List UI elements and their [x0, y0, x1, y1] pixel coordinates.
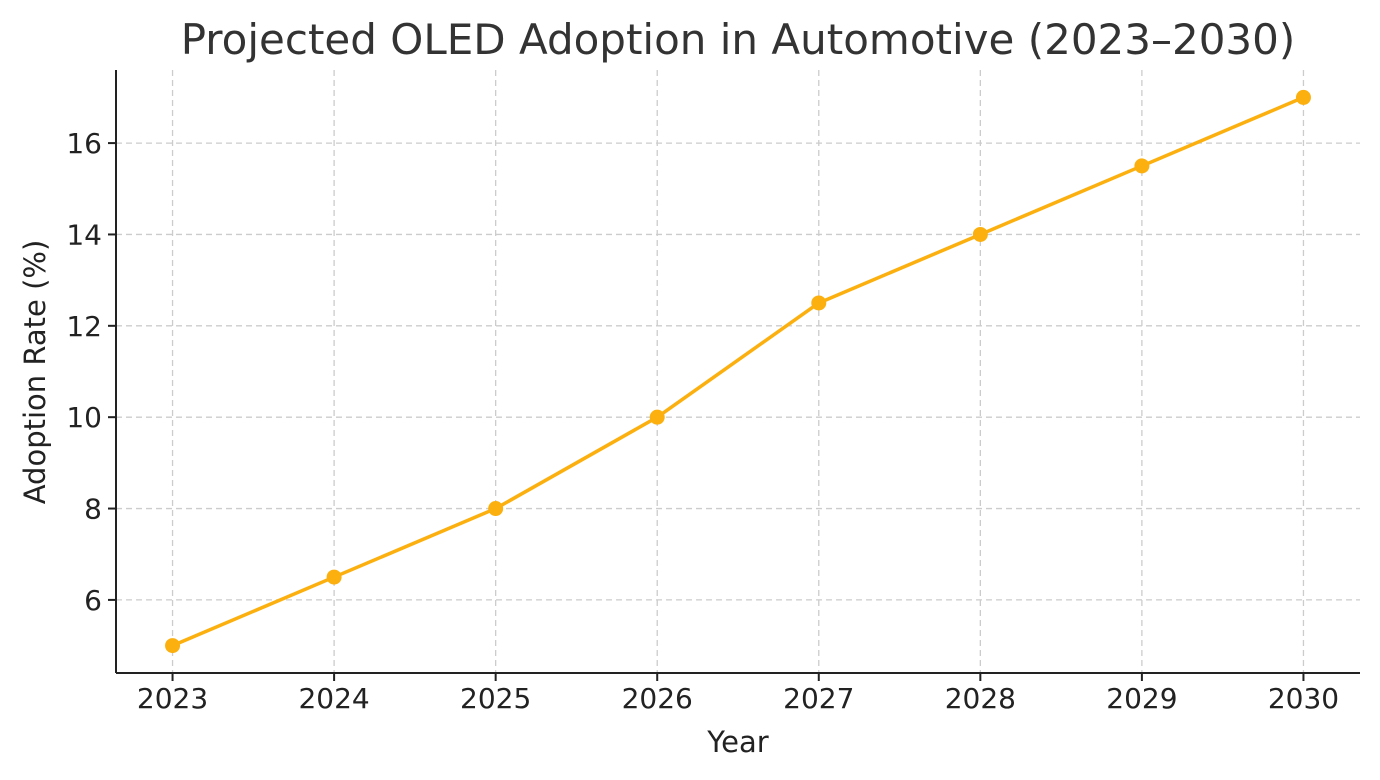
x-tick-label: 2025 — [460, 682, 531, 715]
x-tick-label: 2029 — [1106, 682, 1177, 715]
series-line — [171, 95, 1305, 648]
data-point-2027 — [811, 295, 827, 311]
data-point-2024 — [326, 569, 342, 585]
x-tick-label: 2027 — [783, 682, 854, 715]
x-tick-label: 2026 — [622, 682, 693, 715]
x-tick-label: 2024 — [298, 682, 369, 715]
data-point-2030 — [1295, 89, 1311, 105]
data-point-2028 — [972, 226, 988, 242]
y-tick-label: 12 — [66, 310, 102, 343]
x-tick-label: 2030 — [1268, 682, 1339, 715]
series — [165, 89, 1311, 654]
data-point-2023 — [165, 638, 181, 654]
grid — [116, 70, 1360, 673]
x-tick-label: 2023 — [137, 682, 208, 715]
y-tick-label: 8 — [84, 493, 102, 526]
y-axis-ticks: 6 8 10 12 14 16 — [66, 127, 116, 617]
data-point-2029 — [1134, 158, 1150, 174]
y-tick-label: 10 — [66, 401, 102, 434]
data-point-2025 — [488, 501, 504, 517]
y-tick-label: 14 — [66, 218, 102, 251]
x-axis-label: Year — [706, 725, 768, 759]
x-tick-label: 2028 — [945, 682, 1016, 715]
x-axis-ticks: 2023 2024 2025 2026 2027 2028 2029 2030 — [137, 673, 1339, 715]
y-tick-label: 6 — [84, 584, 102, 617]
data-point-2026 — [649, 409, 665, 425]
chart-title: Projected OLED Adoption in Automotive (2… — [181, 15, 1296, 64]
y-tick-label: 16 — [66, 127, 102, 160]
y-axis-label: Adoption Rate (%) — [18, 240, 52, 505]
